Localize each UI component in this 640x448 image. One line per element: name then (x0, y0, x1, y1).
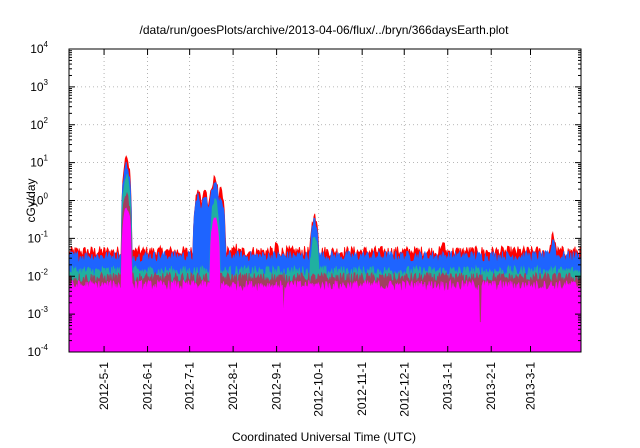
y-tick-label: 103 (30, 78, 48, 94)
x-tick-label: 2013-3-1 (524, 362, 538, 410)
x-tick-label: 2012-8-1 (226, 362, 240, 410)
y-axis: 10-4 10-3 10-2 10-1 100 101 102 103 104 (28, 40, 581, 359)
x-tick-label: 2012-9-1 (270, 362, 284, 410)
y-tick-label: 104 (30, 40, 48, 56)
x-tick-label: 2012-12-1 (397, 362, 411, 417)
x-tick-label: 2012-7-1 (183, 362, 197, 410)
y-tick-label: 101 (30, 154, 48, 170)
x-tick-label: 2012-5-1 (97, 362, 111, 410)
x-axis: 2012-5-1 2012-6-1 2012-7-1 2012-8-1 2012-9-1… (97, 49, 538, 417)
x-axis-label: Coordinated Universal Time (UTC) (232, 430, 416, 444)
y-tick-label: 100 (30, 192, 48, 208)
x-tick-label: 2013-1-1 (441, 362, 455, 410)
y-axis-label: cGy/day (24, 178, 38, 222)
x-tick-label: 2012-11-1 (355, 362, 369, 416)
chart-title: /data/run/goesPlots/archive/2013-04-06/f… (140, 23, 510, 37)
x-tick-label: 2012-6-1 (141, 362, 155, 410)
x-tick-label: 2012-10-1 (312, 362, 326, 417)
y-tick-label: 10-4 (28, 343, 49, 359)
y-tick-label: 10-1 (28, 229, 49, 245)
y-tick-label: 102 (30, 116, 48, 132)
y-tick-label: 10-3 (28, 305, 49, 321)
y-tick-label: 10-2 (28, 267, 49, 283)
x-tick-label: 2013-2-1 (484, 362, 498, 410)
series-area (68, 207, 582, 353)
series-group (68, 155, 582, 353)
